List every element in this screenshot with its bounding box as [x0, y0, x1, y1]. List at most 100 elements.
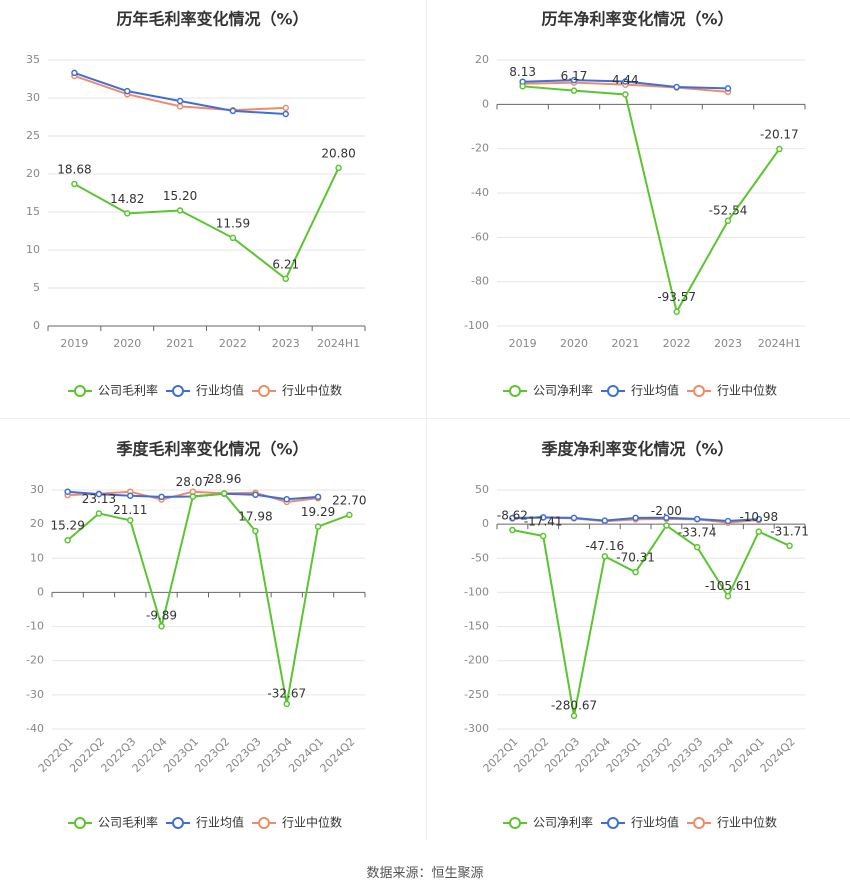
data-point-avg: [176, 97, 184, 105]
data-point-median: [176, 103, 184, 110]
legend-item-avg: 行业均值: [166, 815, 244, 830]
data-point-company: [663, 522, 670, 529]
data-point-company: [724, 593, 732, 600]
data-point-avg: [283, 495, 290, 503]
data-point-avg: [663, 514, 670, 522]
data-label: 18.68: [57, 163, 91, 177]
data-point-company: [283, 700, 290, 708]
chart-annual-gross-margin: 历年毛利率变化情况（%） 0 5 10 15 20 25 30 35 2019 2020 2021 20…: [26, 10, 366, 398]
data-point-company: [252, 527, 259, 535]
series-line-company: [522, 85, 781, 315]
data-point-company: [124, 210, 131, 217]
y-tick-label: -300: [464, 722, 489, 735]
y-tick-label: 10: [26, 243, 40, 256]
data-point-company: [509, 526, 516, 534]
data-point-company: [693, 543, 701, 551]
data-label: 6.21: [272, 257, 299, 271]
data-point-avg: [601, 517, 609, 524]
y-tick-label: -20: [26, 654, 44, 667]
y-tick-label: 15: [26, 205, 40, 218]
data-label: 15.20: [163, 189, 197, 203]
y-tick-label: 25: [26, 129, 40, 142]
y-tick-label: 0: [482, 97, 489, 110]
legend-swatch-marker: [693, 817, 705, 829]
y-tick-label: -80: [471, 275, 489, 288]
series-line-company: [512, 524, 791, 716]
legend-swatch-marker: [74, 385, 86, 397]
data-label: -32.67: [267, 686, 306, 700]
data-point-avg: [71, 69, 78, 77]
x-tick-label: 2024H1: [758, 337, 801, 350]
legend-swatch-marker: [172, 385, 184, 397]
x-tick-label: 2021: [166, 337, 194, 350]
data-label: -280.67: [551, 698, 597, 712]
data-point-company: [539, 532, 547, 540]
vertical-divider: [426, 0, 427, 840]
x-tick-label: 2023: [272, 337, 300, 350]
x-tick-label: 2022: [663, 337, 691, 350]
y-tick-label: 5: [33, 281, 40, 294]
data-point-company: [776, 145, 783, 153]
legend-swatch-marker: [258, 817, 270, 829]
data-label: 17.98: [238, 510, 272, 524]
legend-item-median: 行业中位数: [687, 815, 777, 830]
legend-label: 行业中位数: [282, 815, 342, 830]
data-point-company: [127, 517, 134, 524]
y-tick-label: -200: [464, 654, 489, 667]
data-point-avg: [539, 514, 547, 521]
data-label: 8.13: [509, 65, 536, 79]
data-label: 28.96: [207, 472, 241, 486]
data-point-company: [786, 542, 793, 550]
data-label: -93.57: [657, 290, 696, 304]
chart-title: 历年净利率变化情况（%）: [541, 10, 733, 29]
data-point-avg: [509, 514, 516, 522]
x-tick-label: 2022: [219, 337, 247, 350]
data-label: -105.61: [705, 579, 751, 593]
y-tick-label: 30: [30, 483, 44, 496]
y-tick-label: -20: [471, 142, 489, 155]
x-tick-label: 2024H1: [317, 337, 360, 350]
legend-label: 公司毛利率: [98, 815, 158, 830]
chart-quarterly-net-margin: 季度净利率变化情况（%）-300-250-200-150-100-5005020…: [464, 440, 809, 830]
x-tick-label: 2023: [714, 337, 742, 350]
legend-label: 行业均值: [196, 383, 244, 398]
y-tick-label: -100: [464, 319, 489, 332]
data-point-avg: [570, 514, 578, 522]
data-point-company: [158, 622, 165, 630]
data-label: -20.17: [760, 128, 799, 142]
y-tick-label: 20: [475, 53, 489, 66]
data-point-company: [176, 207, 184, 214]
legend-label: 公司净利率: [533, 815, 593, 830]
data-point-avg: [632, 514, 639, 522]
data-point-avg: [755, 515, 763, 523]
data-point-company: [335, 164, 342, 172]
data-point-company: [282, 275, 289, 283]
x-tick-label: 2019: [509, 337, 537, 350]
legend-label: 行业均值: [196, 815, 244, 830]
y-tick-label: -60: [471, 230, 489, 243]
legend-swatch-marker: [258, 385, 270, 397]
legend-label: 行业中位数: [717, 815, 777, 830]
y-tick-label: -40: [471, 186, 489, 199]
data-label: -17.41: [524, 515, 563, 529]
legend-item-avg: 行业均值: [601, 815, 679, 830]
data-point-avg: [724, 517, 732, 525]
y-tick-label: -40: [26, 722, 44, 735]
data-label: -33.74: [678, 526, 717, 540]
data-point-avg: [693, 515, 701, 523]
data-label: -9.89: [146, 609, 177, 623]
legend-swatch-marker: [509, 385, 521, 397]
series-line-company: [73, 167, 340, 281]
legend-swatch-marker: [607, 817, 619, 829]
data-label: 6.17: [561, 69, 588, 83]
data-point-avg: [724, 85, 732, 92]
data-point-company: [673, 308, 680, 315]
data-label: 15.29: [50, 519, 84, 533]
data-label: 4.44: [612, 73, 639, 87]
legend-label: 公司毛利率: [98, 383, 158, 398]
data-label: -8.62: [497, 509, 528, 523]
chart-title: 季度净利率变化情况（%）: [540, 440, 733, 459]
y-tick-label: -100: [464, 585, 489, 598]
data-point-avg: [282, 110, 289, 118]
data-point-company: [601, 553, 609, 560]
